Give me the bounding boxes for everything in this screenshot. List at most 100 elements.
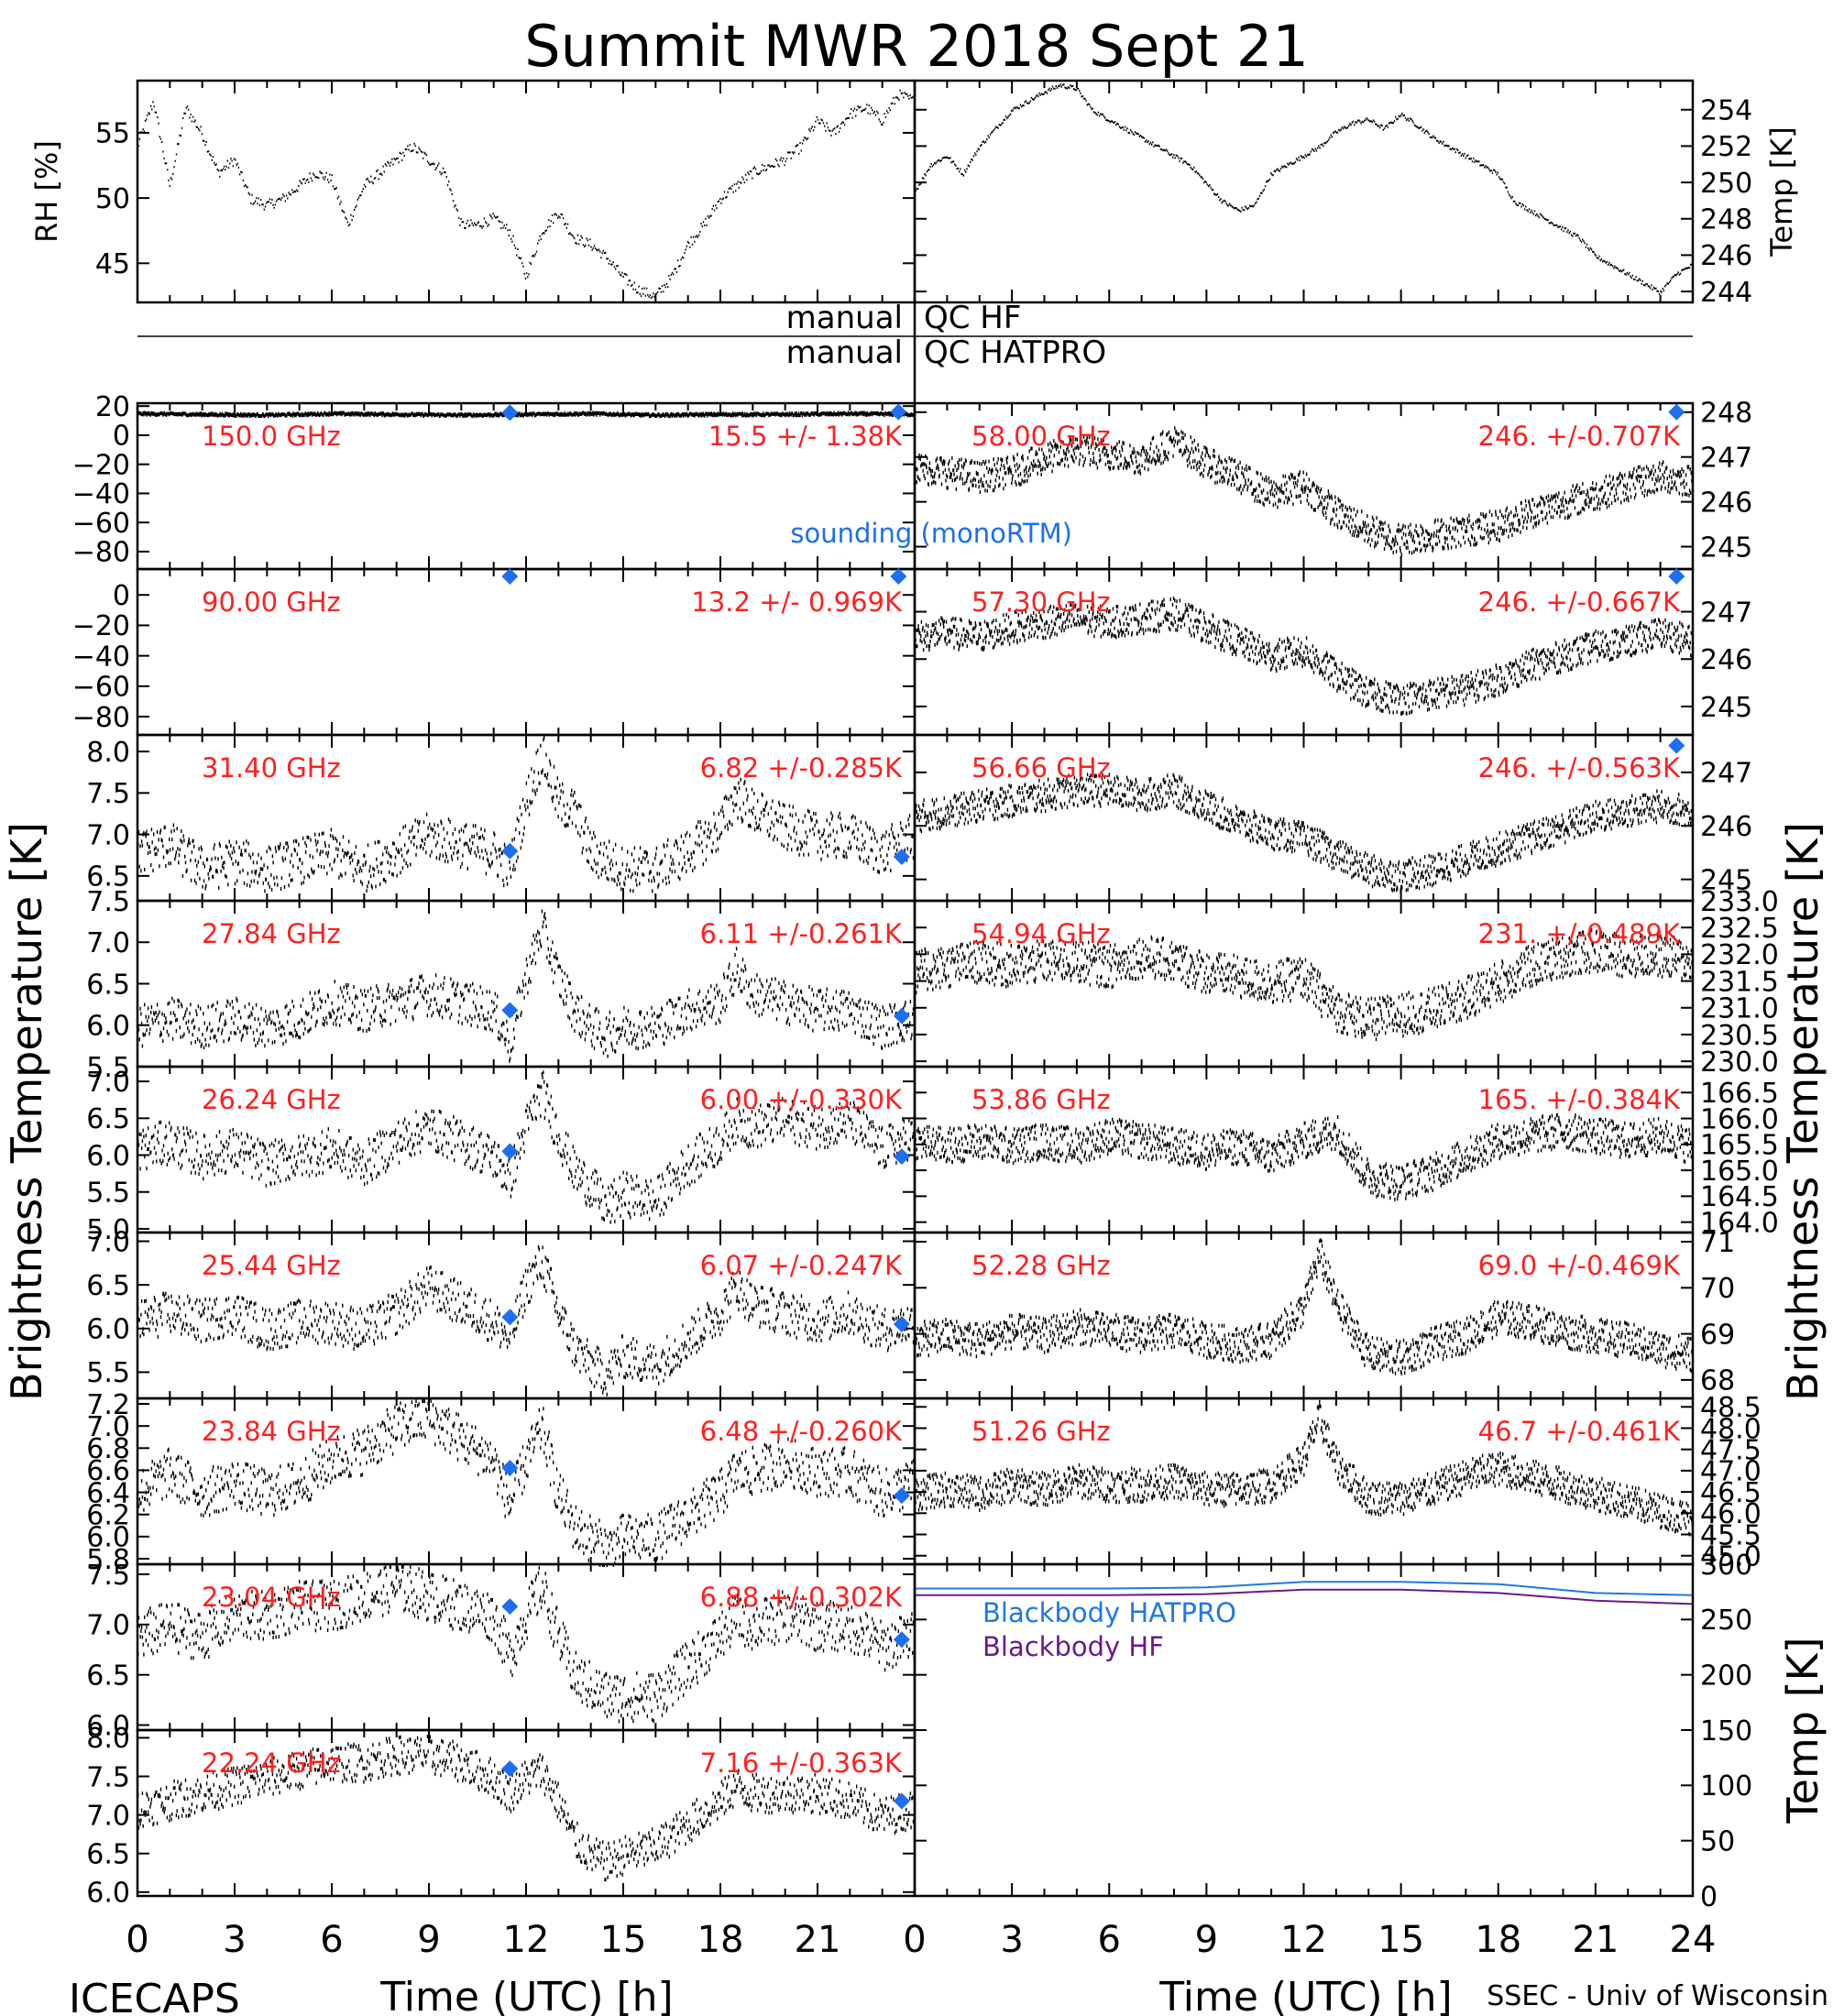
ytick-label: 247 <box>1700 443 1752 475</box>
ytick-label: 6.5 <box>86 1270 130 1302</box>
panel-right_5730: 247 246 245 57.30 GHz 246. +/-0.667K <box>913 567 1752 737</box>
ytick-label: 7.0 <box>86 819 130 851</box>
panel-temp: 244 246 248 250 252 254 Temp [K] <box>913 79 1799 309</box>
stats-label: 6.82 +/-0.285K <box>700 752 903 783</box>
ytick-label: 246 <box>1700 487 1752 519</box>
frame-rh <box>136 79 916 304</box>
sounding-marker <box>501 1760 519 1778</box>
panel-right_5800: 248 247 246 245 58.00 GHz 246. +/-0.707K <box>913 398 1752 571</box>
ytick-label: 150 <box>1700 1715 1752 1748</box>
sounding-marker <box>501 1309 519 1326</box>
stats-label: 6.48 +/-0.260K <box>700 1416 903 1447</box>
ytick-label: 6.0 <box>86 1011 130 1043</box>
ytick-label: 0 <box>113 580 130 612</box>
footer-left: ICECAPS <box>69 1976 240 2016</box>
ytick-label: 200 <box>1700 1660 1752 1692</box>
ytick-label: 20 <box>95 391 130 423</box>
ytick-label: 6.4 <box>86 1477 130 1509</box>
ytick-label: 7.0 <box>86 1411 130 1443</box>
xtick-label: 9 <box>417 1919 440 1961</box>
ytick-label: 46.5 <box>1700 1477 1762 1509</box>
xlabel-right: Time (UTC) [h] <box>1158 1974 1452 2016</box>
trace-temp <box>914 83 1694 295</box>
xtick-label: 3 <box>1000 1919 1023 1961</box>
xtick-label: 12 <box>1280 1919 1327 1961</box>
ytick-label: 48.0 <box>1700 1413 1762 1445</box>
sounding-marker <box>893 1148 910 1166</box>
sounding-marker <box>501 842 519 860</box>
ytick-label: 100 <box>1700 1770 1752 1802</box>
ytick-label: −20 <box>72 449 130 481</box>
x-axis: 0 3 6 9 12 15 18 21 0 3 6 9 12 15 18 21 24 <box>126 1919 1716 1961</box>
ytick-label: 47.5 <box>1700 1434 1762 1466</box>
qc-left-upper: manual <box>786 300 903 336</box>
ytick-label: 45.5 <box>1700 1519 1762 1551</box>
ytick-label: 244 <box>1700 277 1752 309</box>
sounding-marker <box>893 1487 910 1505</box>
ytick-label: 5.5 <box>86 1357 130 1389</box>
ylabel-temp: Temp [K] <box>1764 126 1799 257</box>
ytick-label: 6.5 <box>86 969 130 1001</box>
freq-label: 57.30 GHz <box>971 586 1111 618</box>
ytick-label: 7.0 <box>86 1226 130 1258</box>
ylabel-rh: RH [%] <box>29 140 64 243</box>
ytick-label: 7.0 <box>86 1800 130 1832</box>
xtick-label: 21 <box>795 1919 841 1961</box>
sounding-marker <box>501 1460 519 1477</box>
ytick-label: 245 <box>1700 692 1752 724</box>
ytick-label: 7.0 <box>86 927 130 959</box>
ytick-label: 250 <box>1700 168 1752 200</box>
xtick-label: 0 <box>903 1919 926 1961</box>
ytick-label: −60 <box>72 508 130 540</box>
ytick-label: 50 <box>95 183 130 215</box>
ytick-label: 7.5 <box>86 1560 130 1592</box>
trace-right_5666 <box>914 772 1694 893</box>
ytick-label: 7.5 <box>86 1761 130 1793</box>
freq-label: 22.24 GHz <box>202 1748 341 1779</box>
ytick-label: 165.0 <box>1700 1156 1779 1188</box>
ytick-label: 164.0 <box>1700 1207 1779 1239</box>
ytick-label: 6.2 <box>86 1500 130 1532</box>
freq-label: 150.0 GHz <box>202 421 341 452</box>
figure-title: Summit MWR 2018 Sept 21 <box>524 13 1309 80</box>
ytick-label: 246 <box>1700 240 1752 272</box>
footer-right: SSEC - Univ of Wisconsin <box>1487 1980 1828 2012</box>
ytick-label: 46.0 <box>1700 1498 1762 1530</box>
stats-label: 6.88 +/-0.302K <box>700 1582 903 1613</box>
ytick-label: 48.5 <box>1700 1392 1762 1424</box>
ytick-label: 5.8 <box>86 1544 130 1576</box>
panel-left_150: 200−20−40−60−80 150.0 GHz 15.5 +/- 1.38K so… <box>72 391 1072 571</box>
ytick-label: 6.0 <box>86 1878 130 1910</box>
ytick-label: 166.0 <box>1700 1103 1779 1135</box>
ytick-label: 166.5 <box>1700 1078 1779 1110</box>
ytick-label: 230.0 <box>1700 1046 1779 1079</box>
stats-label: 246. +/-0.667K <box>1478 586 1681 618</box>
ytick-label: 252 <box>1700 131 1752 163</box>
legend-hf: Blackbody HF <box>982 1631 1164 1662</box>
freq-label: 53.86 GHz <box>971 1084 1111 1115</box>
freq-label: 52.28 GHz <box>971 1250 1111 1281</box>
sounding-marker <box>893 1792 910 1810</box>
sounding-marker <box>893 1631 910 1649</box>
ytick-label: 5.0 <box>86 1214 130 1246</box>
series-line-hf <box>915 1588 1694 1605</box>
frame-temp <box>913 79 1695 304</box>
sounding-marker <box>1668 568 1685 585</box>
ytick-label: −80 <box>72 702 130 734</box>
sounding-marker <box>501 1002 519 1019</box>
ytick-label: 71 <box>1700 1227 1735 1259</box>
sounding-marker <box>501 568 519 585</box>
panel-left_2784: 7.5 7.0 6.5 6.0 5.5 27.84 GHz 6.11 +/-0.261K <box>86 886 916 1084</box>
trace-right_5386 <box>914 1112 1694 1201</box>
panel-left_2304: 7.5 7.0 6.5 6.0 23.04 GHz 6.88 +/-0.302K <box>86 1560 916 1742</box>
ytick-label: 45 <box>95 248 130 280</box>
freq-label: 58.00 GHz <box>971 421 1111 452</box>
ytick-label: 300 <box>1700 1550 1752 1582</box>
ytick-label: 69 <box>1700 1319 1735 1351</box>
ytick-label: 68 <box>1700 1365 1735 1397</box>
stats-label: 15.5 +/- 1.38K <box>708 421 903 452</box>
ytick-label: 7.2 <box>86 1389 130 1421</box>
freq-label: 23.84 GHz <box>202 1416 341 1447</box>
